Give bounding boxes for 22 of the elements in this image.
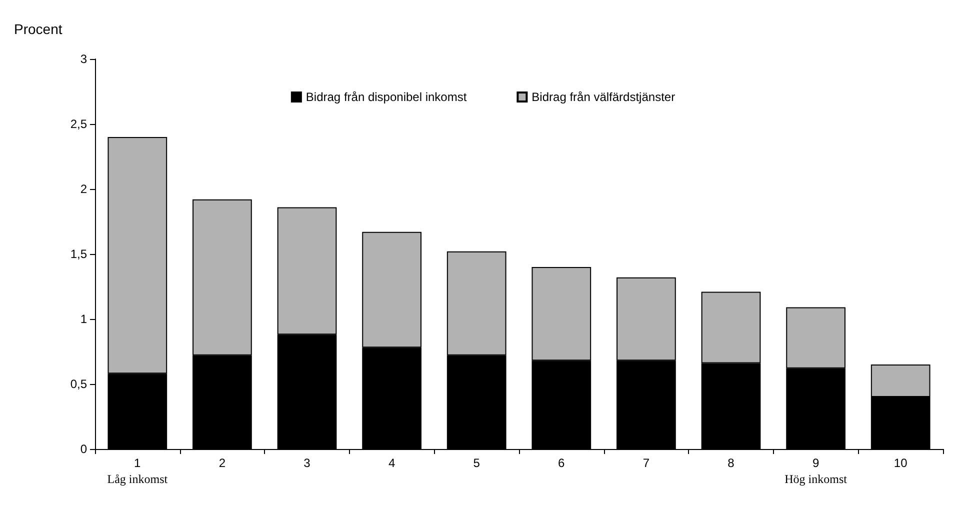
x-tick-label: 2 xyxy=(218,456,226,470)
x-tick-label: 6 xyxy=(558,456,566,470)
x-tick-label: 7 xyxy=(642,456,650,470)
y-tick-label: 2,5 xyxy=(70,117,88,131)
y-tick-label: 3 xyxy=(80,52,88,66)
y-tick-label: 1,5 xyxy=(70,247,88,261)
y-tick-label: 0,5 xyxy=(70,377,88,391)
x-tick-label: 8 xyxy=(728,456,735,470)
x-tick-label: 5 xyxy=(473,456,480,470)
x-tick-label: 10 xyxy=(894,456,908,470)
y-tick-label: 2 xyxy=(80,182,88,196)
y-tick-label: 1 xyxy=(80,312,88,326)
y-tick-label: 0 xyxy=(80,442,88,456)
legend-label: Bidrag från disponibel inkomst xyxy=(306,90,468,104)
x-tick-label: 3 xyxy=(304,456,311,470)
legend-label: Bidrag från välfärdstjänster xyxy=(532,90,676,104)
x-tick-label: 1 xyxy=(134,456,142,470)
text: Hög inkomst xyxy=(784,472,848,486)
text: Låg inkomst xyxy=(107,472,168,486)
y-axis-title: Procent xyxy=(14,21,62,37)
x-tick-label: 9 xyxy=(812,456,820,470)
x-tick-label: 4 xyxy=(388,456,396,470)
